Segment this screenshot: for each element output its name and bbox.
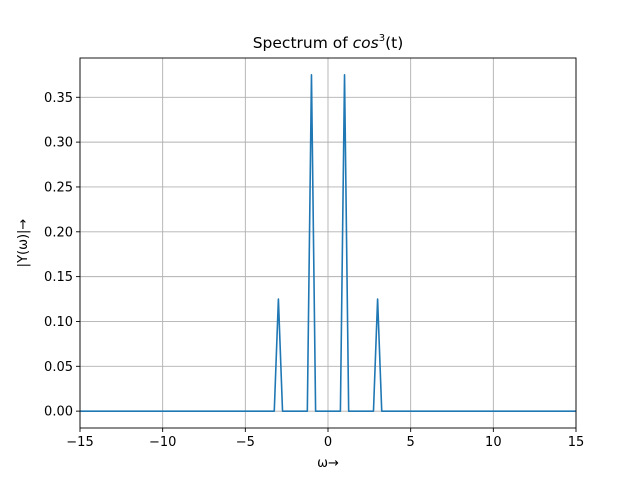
y-tick-label: 0.25 [44,180,73,195]
grid [79,58,577,428]
y-axis-label: |Y(ω)|→ [16,219,31,268]
chart-title-fn: cos [353,34,379,52]
y-tick-label: 0.05 [44,360,73,375]
y-tick-label: 0.35 [44,91,73,106]
plot-frame [79,57,577,429]
y-tick-label: 0.20 [44,225,73,240]
x-tick-label: 10 [485,435,502,450]
x-tick-label: 0 [324,435,332,450]
x-tick-label: −15 [66,435,93,450]
chart-title-arg: (t) [385,34,403,52]
x-axis-label: ω→ [317,456,339,471]
x-tick-label: −10 [149,435,176,450]
spectrum-line [80,74,576,412]
x-tick-label: 5 [407,435,415,450]
ticks: −15 −10 −5 0 5 10 15 0.00 0.05 0.10 0.15 0.20 0.25 0.… [44,91,584,450]
y-tick-label: 0.00 [44,405,73,420]
y-tick-label: 0.30 [44,136,73,151]
x-tick-label: 15 [568,435,585,450]
chart-title: Spectrum of cos3(t) [253,33,404,52]
series-layer [80,74,576,412]
chart-title-exp: 3 [379,33,385,44]
chart-title-main: Spectrum of [253,34,353,52]
y-tick-label: 0.10 [44,315,73,330]
x-tick-label: −5 [236,435,255,450]
y-tick-label: 0.15 [44,270,73,285]
